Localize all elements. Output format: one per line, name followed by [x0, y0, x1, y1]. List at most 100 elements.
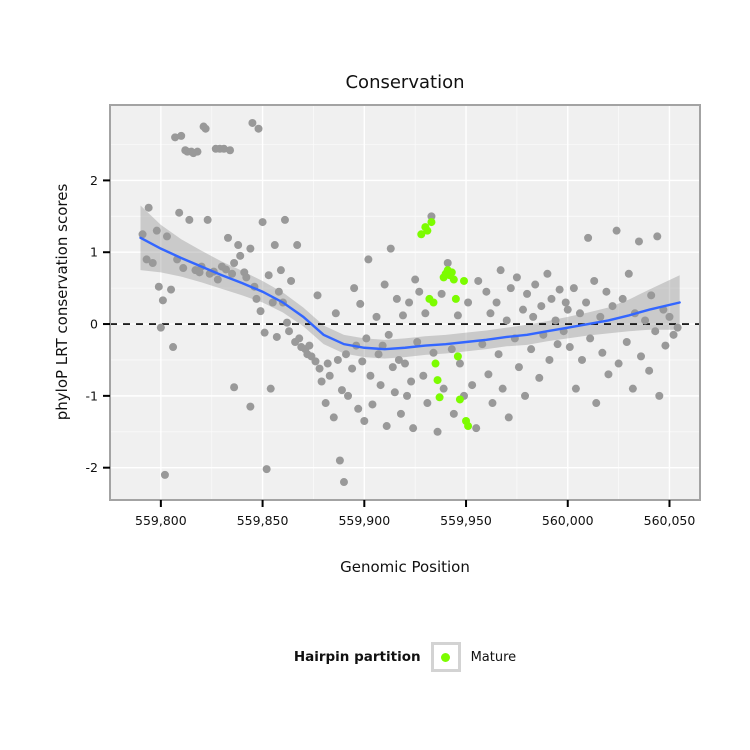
data-point-other: [521, 391, 530, 400]
data-point-other: [429, 348, 438, 357]
data-point-other: [179, 264, 188, 273]
data-point-other: [144, 203, 153, 212]
data-point-other: [563, 305, 572, 314]
data-point-other: [653, 232, 662, 241]
data-point-other: [433, 427, 442, 436]
x-tick-label: 560,050: [644, 513, 696, 528]
data-point-other: [213, 275, 222, 284]
data-point-other: [455, 359, 464, 368]
data-point-other: [492, 298, 501, 307]
data-point-other: [474, 276, 483, 285]
data-point-other: [498, 384, 507, 393]
data-point-other: [624, 269, 633, 278]
data-point-other: [575, 309, 584, 318]
data-point-other: [569, 284, 578, 293]
data-point-other: [236, 251, 245, 260]
data-point-other: [669, 330, 678, 339]
series-other: [138, 118, 682, 487]
data-point-other: [201, 124, 210, 133]
data-point-other: [419, 371, 428, 380]
data-point-other: [622, 338, 631, 346]
data-point-other: [325, 371, 334, 380]
data-point-other: [167, 285, 176, 294]
data-point-other: [398, 311, 407, 320]
data-point-other: [333, 355, 342, 364]
data-point-other: [175, 208, 184, 217]
data-point-mature: [429, 298, 438, 307]
data-point-other: [358, 357, 367, 366]
data-point-other: [270, 241, 279, 250]
data-point-other: [362, 334, 371, 343]
data-point-other: [254, 124, 263, 133]
data-point-other: [673, 323, 682, 332]
data-point-mature: [449, 275, 458, 284]
y-axis-label: phyloP LRT conservation scores: [53, 183, 71, 421]
data-point-other: [464, 298, 473, 307]
data-point-other: [354, 404, 363, 413]
data-point-other: [234, 241, 243, 250]
data-point-mature: [460, 276, 468, 285]
y-tick-label: -1: [86, 388, 98, 403]
data-point-other: [154, 282, 163, 291]
data-point-other: [502, 316, 511, 325]
data-point-mature: [435, 393, 444, 402]
data-point-other: [447, 345, 456, 354]
data-point-other: [423, 399, 432, 408]
x-tick-label: 559,950: [440, 513, 492, 528]
data-point-other: [356, 299, 365, 308]
data-point-other: [339, 478, 348, 487]
y-tick-label: 2: [90, 173, 98, 188]
data-point-other: [531, 280, 540, 289]
data-point-other: [171, 133, 180, 142]
data-point-other: [592, 399, 601, 408]
data-point-other: [203, 215, 212, 224]
panel-background: [110, 105, 700, 500]
data-point-other: [486, 309, 495, 318]
data-point-other: [535, 373, 544, 382]
x-tick-label: 560,000: [542, 513, 594, 528]
data-point-other: [219, 144, 228, 153]
data-point-other: [602, 287, 611, 296]
smooth-confidence-ribbon: [140, 205, 680, 359]
data-point-mature: [417, 230, 426, 239]
data-point-other: [283, 318, 291, 327]
data-point-other: [384, 330, 393, 339]
data-point-other: [645, 366, 654, 375]
data-point-other: [484, 370, 493, 379]
data-point-other: [256, 307, 265, 316]
data-point-other: [242, 273, 251, 282]
data-point-other: [405, 298, 414, 307]
data-point-other: [262, 465, 271, 474]
panel-border: [109, 104, 701, 501]
data-point-other: [378, 341, 387, 350]
data-point-other: [331, 309, 340, 318]
data-point-other: [313, 291, 322, 300]
mature-point-icon: [441, 652, 451, 662]
data-point-other: [337, 386, 346, 395]
data-point-other: [504, 413, 513, 422]
y-tick-label: 1: [90, 245, 98, 260]
data-point-other: [350, 284, 359, 293]
data-point-other: [494, 350, 503, 359]
data-point-other: [661, 341, 670, 350]
y-tick-label: -2: [86, 460, 98, 475]
data-point-other: [608, 302, 617, 311]
data-point-other: [388, 363, 397, 372]
data-point-other: [260, 328, 269, 337]
data-point-other: [258, 218, 267, 227]
data-point-other: [407, 377, 416, 386]
data-point-other: [396, 409, 405, 418]
data-point-other: [618, 294, 627, 303]
legend-key-box: [430, 642, 461, 672]
data-point-other: [230, 259, 239, 267]
data-point-other: [323, 359, 332, 368]
data-point-other: [472, 424, 481, 433]
data-point-other: [614, 359, 623, 368]
data-point-other: [274, 287, 283, 296]
data-point-other: [380, 280, 389, 289]
data-point-mature: [423, 226, 432, 235]
data-point-other: [374, 350, 383, 359]
data-point-other: [268, 298, 277, 307]
series-mature: [417, 218, 473, 431]
data-point-other: [604, 370, 613, 379]
